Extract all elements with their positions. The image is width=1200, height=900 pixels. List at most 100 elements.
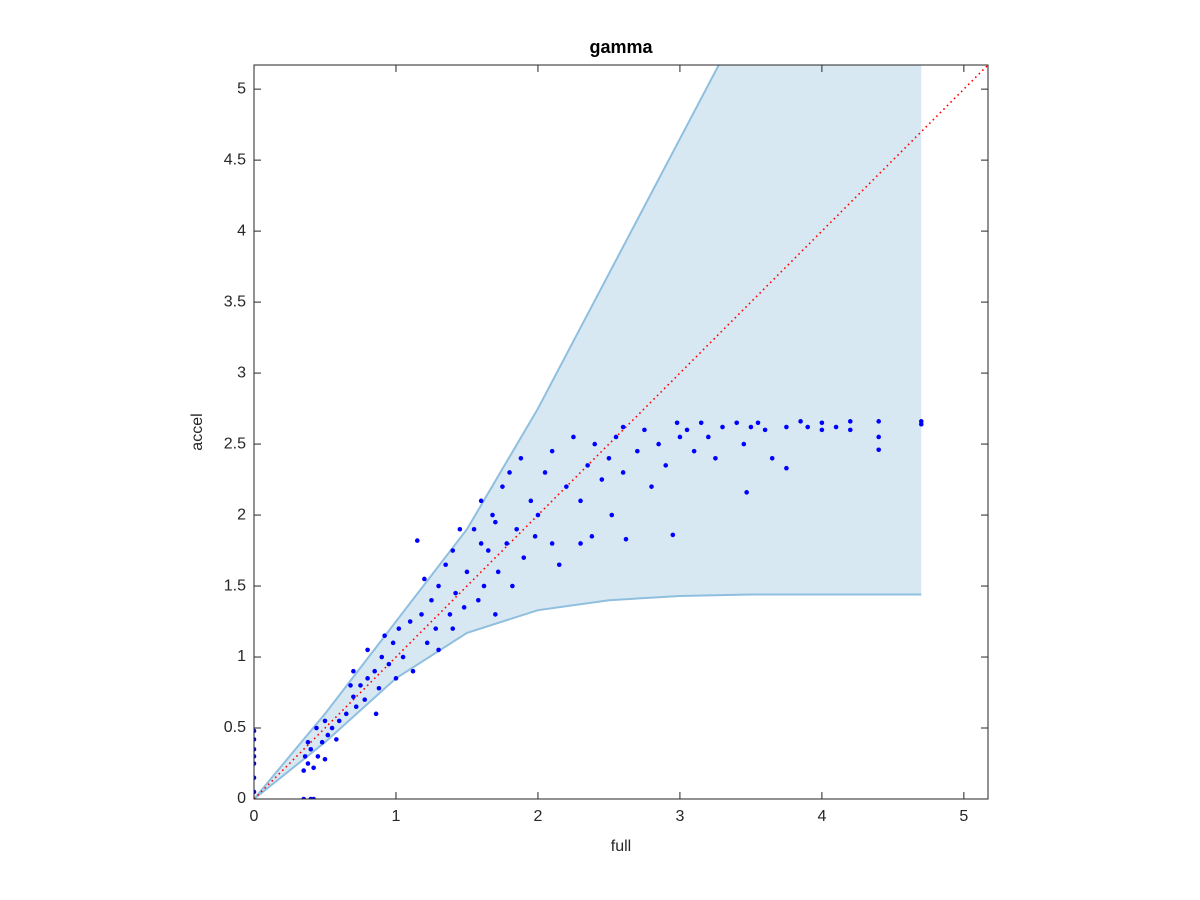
point [518, 455, 524, 461]
point [305, 761, 311, 766]
point [663, 463, 669, 468]
reference-line [254, 65, 988, 799]
point [542, 470, 548, 475]
point [365, 647, 370, 653]
point [613, 434, 619, 440]
y-axis-label: accel [189, 413, 206, 450]
x-tick-label: 1 [392, 808, 401, 825]
y-tick-label: 4 [237, 222, 246, 239]
point [315, 754, 321, 759]
point [528, 498, 534, 504]
point [674, 420, 680, 426]
point [510, 583, 515, 589]
point [322, 718, 328, 724]
point [599, 477, 605, 482]
y-tick-label: 1 [237, 648, 246, 665]
point [433, 626, 439, 631]
x-tick-label: 0 [250, 808, 259, 825]
y-tick-label: 2.5 [224, 435, 246, 452]
point [478, 498, 484, 504]
point [691, 448, 697, 454]
chart-title: gamma [589, 37, 653, 57]
point [819, 420, 825, 426]
point [478, 541, 484, 546]
point [314, 725, 319, 731]
point [464, 569, 470, 575]
point [419, 612, 424, 617]
point [424, 640, 430, 646]
point [620, 470, 626, 475]
y-tick-label: 3.5 [224, 293, 246, 310]
point [847, 419, 853, 424]
point [407, 619, 413, 624]
point [376, 685, 382, 691]
point [351, 668, 356, 674]
point [485, 548, 491, 553]
point [805, 424, 810, 430]
point [876, 419, 881, 424]
point [390, 640, 396, 646]
point [493, 519, 498, 525]
point [684, 427, 690, 433]
point [422, 576, 427, 582]
point [308, 747, 314, 752]
point [642, 427, 647, 433]
point [443, 562, 448, 568]
point [578, 498, 583, 504]
point [784, 465, 789, 471]
y-tick-label: 2 [237, 506, 246, 523]
point [876, 447, 881, 453]
point [301, 768, 306, 773]
point [379, 654, 385, 660]
point [635, 448, 640, 454]
point [481, 583, 487, 589]
point [457, 526, 463, 532]
point [670, 532, 676, 538]
point [585, 463, 590, 468]
point [649, 484, 654, 489]
point [254, 737, 257, 742]
point [436, 647, 441, 653]
point [609, 512, 615, 518]
point [351, 694, 356, 700]
point [429, 597, 434, 603]
point [620, 424, 626, 430]
point [495, 569, 501, 575]
point [769, 455, 775, 461]
point [461, 605, 467, 610]
point [744, 490, 749, 495]
point [302, 754, 308, 759]
point [400, 654, 406, 660]
point [254, 728, 257, 734]
point [698, 420, 704, 426]
point [343, 711, 349, 717]
axes-box [253, 64, 989, 800]
point [414, 538, 420, 543]
point [490, 512, 495, 518]
point [677, 434, 683, 440]
x-tick-label: 3 [675, 808, 684, 825]
point [571, 434, 576, 440]
point [706, 434, 711, 440]
x-tick-label: 2 [533, 808, 542, 825]
point [254, 761, 257, 766]
point [254, 747, 257, 752]
point [453, 590, 458, 596]
point [549, 541, 555, 546]
point [623, 536, 629, 542]
point [322, 756, 328, 762]
point [556, 562, 562, 568]
point [819, 427, 825, 433]
point [301, 796, 306, 799]
point [578, 541, 583, 546]
point [436, 583, 441, 589]
point [311, 796, 316, 799]
point [393, 676, 399, 681]
point [353, 704, 359, 710]
y-tick-label: 0.5 [224, 719, 246, 736]
axes: 0 1 2 3 4 5 0 0.5 1 1.5 2 2.5 3 3.5 4 4.5 5 [224, 64, 989, 825]
point [450, 626, 456, 631]
point [325, 732, 331, 738]
point [386, 661, 392, 667]
